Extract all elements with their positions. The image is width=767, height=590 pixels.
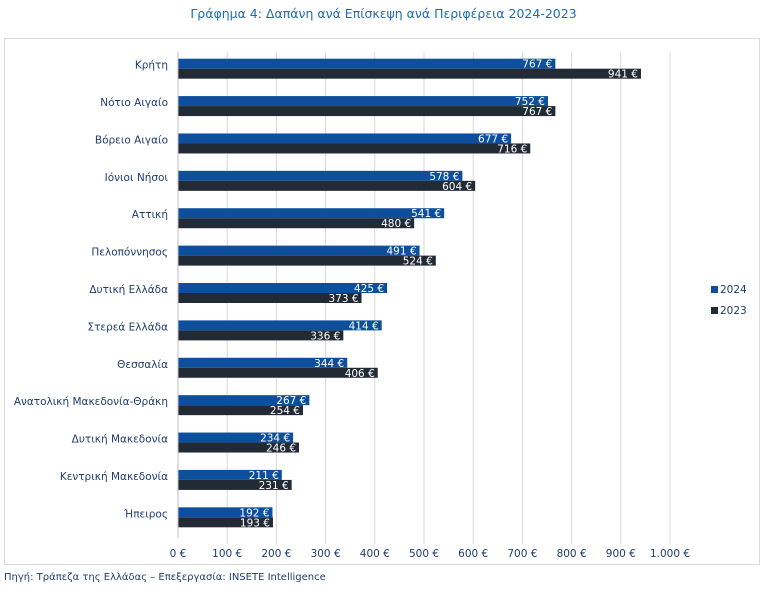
bar-2024 xyxy=(178,432,294,443)
category-label: Δυτική Ελλάδα xyxy=(89,284,168,296)
data-label-2024: 267 € xyxy=(276,395,306,407)
x-tick-label: 100 € xyxy=(212,548,242,560)
source-note: Πηγή: Τράπεζα της Ελλάδας – Επεξεργασία:… xyxy=(4,572,326,583)
bar-2023 xyxy=(178,218,415,229)
data-label-2023: 604 € xyxy=(442,181,472,193)
bar-2024 xyxy=(178,58,556,69)
bar-2023 xyxy=(178,517,273,528)
bar-2024 xyxy=(178,357,348,368)
legend-swatch-2023 xyxy=(711,307,718,314)
bar-2023 xyxy=(178,68,641,79)
data-label-2024: 344 € xyxy=(314,358,344,370)
data-label-2023: 246 € xyxy=(266,443,296,455)
category-label: Αττική xyxy=(132,209,168,221)
x-axis-ticks: 0 € 100 € 200 € 300 € 400 € 500 € 600 € 700 € 80… xyxy=(170,548,690,560)
data-label-2024: 425 € xyxy=(354,283,384,295)
x-tick-label: 1.000 € xyxy=(650,548,690,560)
bar-2024 xyxy=(178,320,382,331)
bar-2023 xyxy=(178,442,300,453)
data-label-2023: 716 € xyxy=(497,143,527,155)
data-label-2024: 192 € xyxy=(239,507,269,519)
data-label-2023: 193 € xyxy=(240,517,270,529)
x-tick-label: 400 € xyxy=(360,548,390,560)
data-label-2023: 254 € xyxy=(270,405,300,417)
legend-label-2024: 2024 xyxy=(720,284,747,296)
bar-2023 xyxy=(178,367,378,378)
data-label-2024: 414 € xyxy=(349,320,379,332)
x-tick-label: 500 € xyxy=(409,548,439,560)
category-label: Βόρειο Αιγαίο xyxy=(95,134,168,146)
legend: 2024 2023 xyxy=(711,284,747,317)
data-label-2023: 336 € xyxy=(310,330,340,342)
data-label-2024: 234 € xyxy=(260,433,290,445)
category-label: Νότιο Αιγαίο xyxy=(100,97,168,109)
x-tick-label: 800 € xyxy=(557,548,587,560)
legend-swatch-2024 xyxy=(711,286,718,293)
data-label-2024: 211 € xyxy=(249,470,279,482)
bar-2024 xyxy=(178,469,282,480)
bar-2024 xyxy=(178,245,420,256)
category-label: Ανατολική Μακεδονία-Θράκη xyxy=(14,396,168,408)
legend-label-2023: 2023 xyxy=(720,305,747,317)
bar-2024 xyxy=(178,96,548,107)
data-label-2024: 491 € xyxy=(387,246,417,258)
data-label-2024: 677 € xyxy=(478,133,508,145)
data-label-2023: 941 € xyxy=(608,69,638,81)
category-label: Πελοπόννησος xyxy=(91,247,168,259)
bar-2024 xyxy=(178,133,512,144)
bar-2023 xyxy=(178,479,292,490)
bar-2023 xyxy=(178,106,556,117)
category-label: Κρήτη xyxy=(135,60,168,72)
x-tick-label: 600 € xyxy=(458,548,488,560)
bar-2024 xyxy=(178,395,310,406)
category-label: Στερεά Ελλάδα xyxy=(87,321,168,333)
bar-2023 xyxy=(178,330,344,341)
bar-2023 xyxy=(178,180,476,191)
data-label-2023: 406 € xyxy=(345,368,375,380)
category-label: Ιόνιοι Νήσοι xyxy=(105,172,169,184)
chart-title: Γράφημα 4: Δαπάνη ανά Επίσκεψη ανά Περιφ… xyxy=(190,6,577,21)
chart-frame xyxy=(4,38,760,565)
category-label: Ήπειρος xyxy=(123,508,168,520)
category-label: Δυτική Μακεδονία xyxy=(72,434,168,446)
category-labels: Κρήτη Νότιο Αιγαίο Βόρειο Αιγαίο Ιόνιοι Νήσ… xyxy=(14,60,169,521)
data-label-2023: 231 € xyxy=(259,480,289,492)
data-label-2024: 767 € xyxy=(522,59,552,71)
x-tick-label: 900 € xyxy=(606,548,636,560)
x-tick-label: 200 € xyxy=(261,548,291,560)
data-label-2024: 752 € xyxy=(515,96,545,108)
bar-2024 xyxy=(178,283,388,293)
x-tick-label: 700 € xyxy=(507,548,537,560)
data-label-2023: 524 € xyxy=(403,256,433,268)
bar-2023 xyxy=(178,143,531,154)
bar-2024 xyxy=(178,170,463,181)
bar-2023 xyxy=(178,405,303,416)
category-label: Θεσσαλία xyxy=(117,359,168,371)
bar-2023 xyxy=(178,293,362,303)
bars: 767 €941 €752 €767 €677 €716 €578 €604 €… xyxy=(178,58,641,529)
data-label-2023: 767 € xyxy=(522,106,552,118)
data-label-2024: 541 € xyxy=(411,208,441,220)
data-label-2024: 578 € xyxy=(429,171,459,183)
data-label-2023: 373 € xyxy=(328,293,358,305)
bar-2024 xyxy=(178,507,273,518)
x-tick-label: 300 € xyxy=(311,548,341,560)
data-label-2023: 480 € xyxy=(381,218,411,230)
bar-2024 xyxy=(178,208,445,219)
category-label: Κεντρική Μακεδονία xyxy=(60,471,168,483)
x-tick-label: 0 € xyxy=(170,548,187,560)
bar-2023 xyxy=(178,255,436,266)
